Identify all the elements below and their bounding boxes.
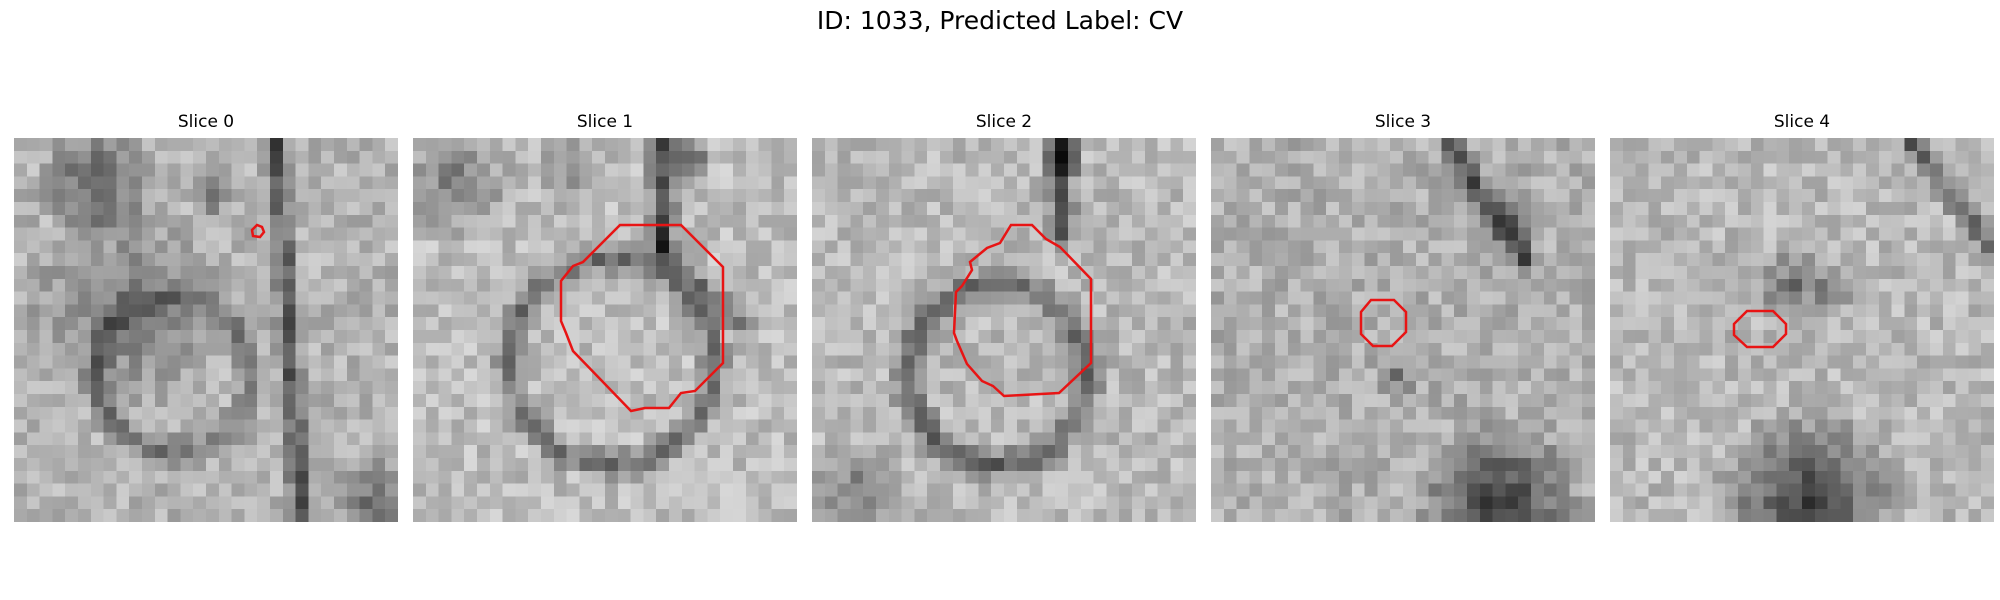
slice-panel-1: Slice 1 [413,110,797,522]
slice-image-frame [413,138,797,522]
segmentation-contour [954,225,1091,396]
slice-panel-2: Slice 2 [812,110,1196,522]
segmentation-overlay [812,138,1196,522]
slice-panel-0: Slice 0 [14,110,398,522]
slice-panel-4: Slice 4 [1610,110,1994,522]
segmentation-overlay [1211,138,1595,522]
slice-image-frame [1610,138,1994,522]
segmentation-overlay [1610,138,1994,522]
slice-panel-3: Slice 3 [1211,110,1595,522]
slice-title: Slice 4 [1610,110,1994,138]
segmentation-overlay [413,138,797,522]
segmentation-contour [1734,311,1786,347]
slice-title: Slice 0 [14,110,398,138]
slice-title: Slice 1 [413,110,797,138]
segmentation-contour [561,225,723,411]
figure-title: ID: 1033, Predicted Label: CV [0,6,2000,35]
slice-title: Slice 3 [1211,110,1595,138]
slice-image-frame [1211,138,1595,522]
segmentation-contour [1361,300,1406,346]
slice-image-frame [812,138,1196,522]
slice-title: Slice 2 [812,110,1196,138]
segmentation-overlay [14,138,398,522]
slice-image-frame [14,138,398,522]
segmentation-contour [252,225,264,237]
